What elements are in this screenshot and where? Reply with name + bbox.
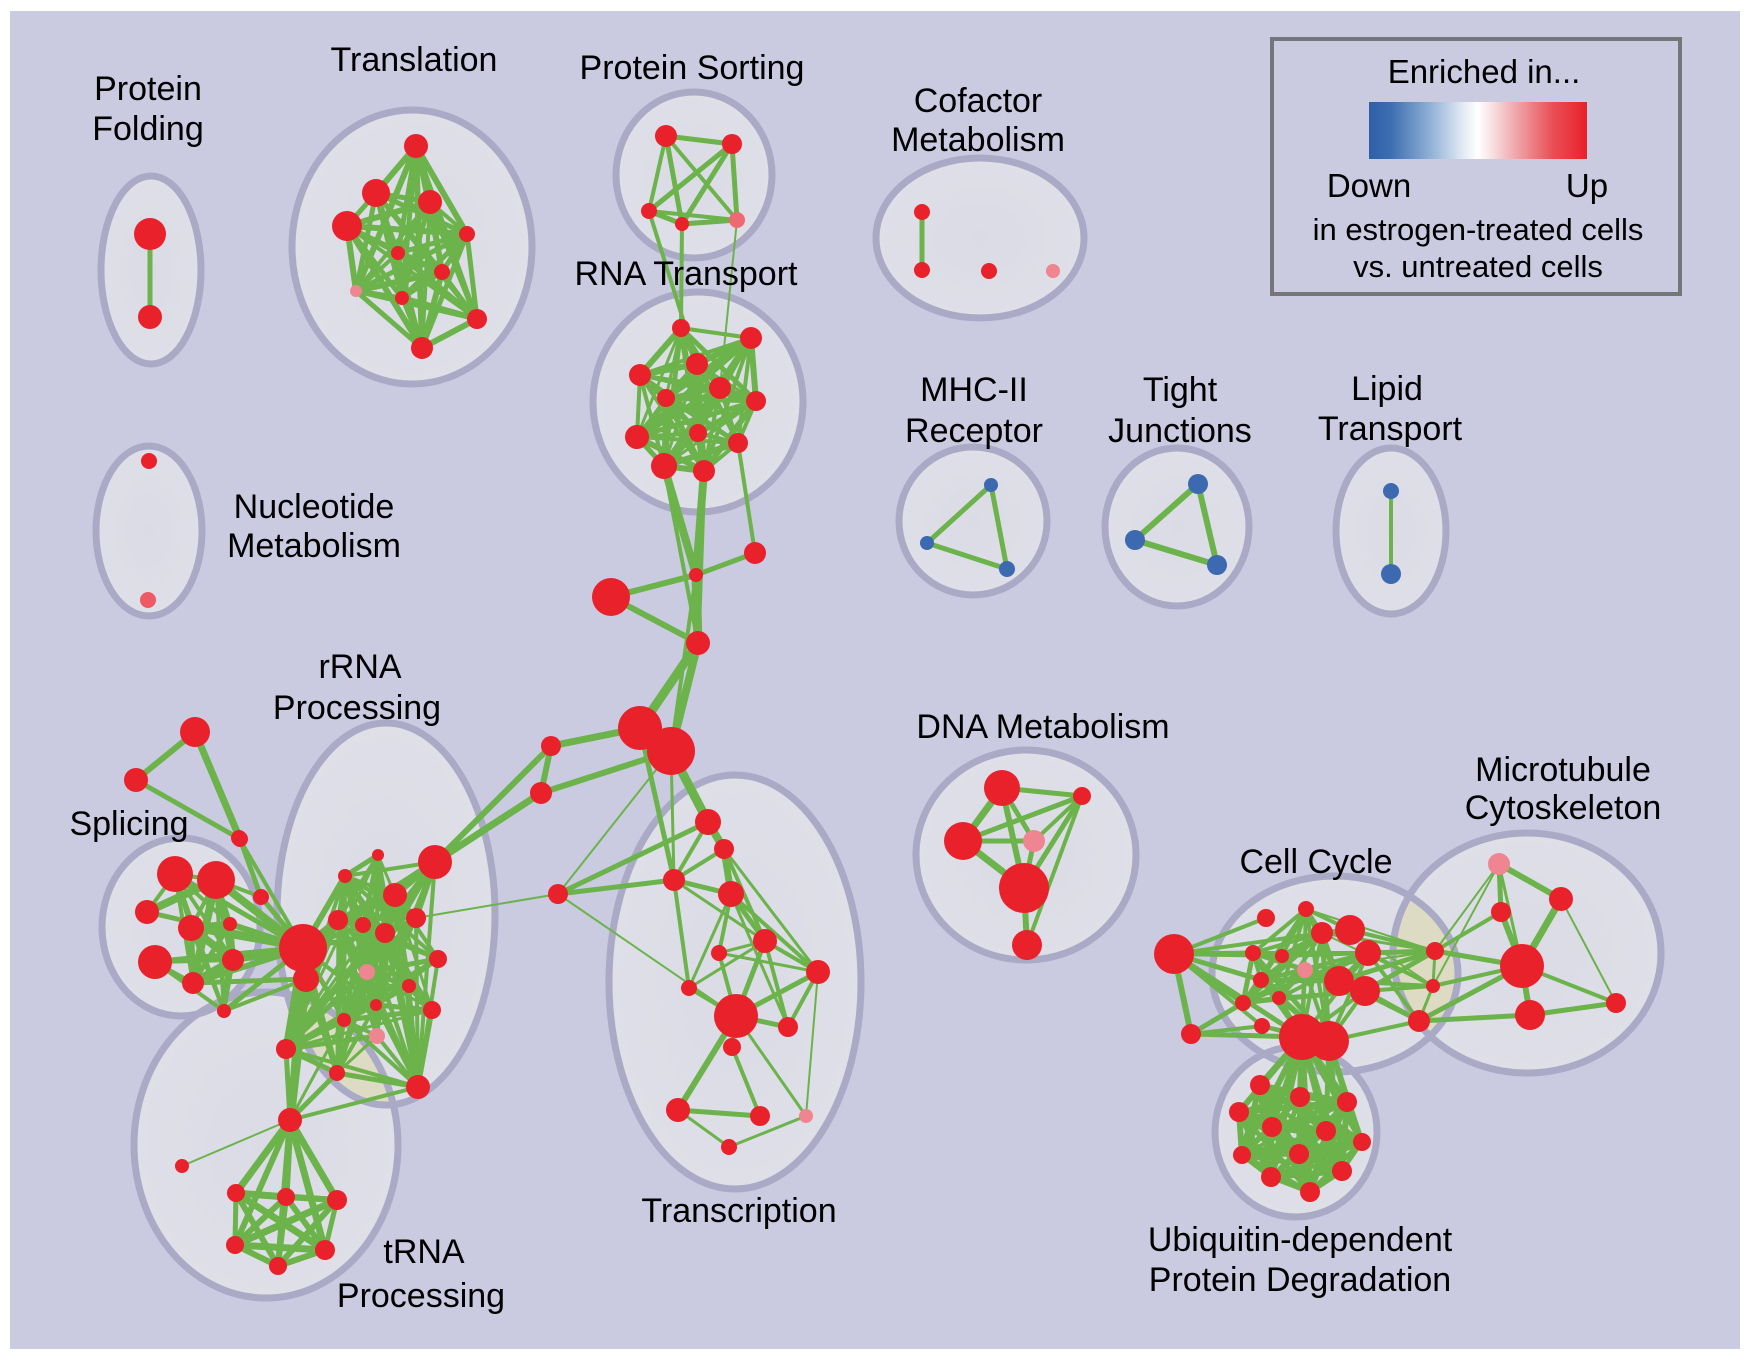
svg-text:tRNA: tRNA	[383, 1233, 465, 1271]
svg-text:Receptor: Receptor	[905, 412, 1043, 450]
svg-text:Junctions: Junctions	[1108, 412, 1252, 450]
svg-text:Splicing: Splicing	[69, 805, 188, 843]
svg-text:rRNA: rRNA	[318, 648, 401, 686]
svg-text:Transport: Transport	[1318, 410, 1463, 448]
svg-text:Protein Sorting: Protein Sorting	[580, 49, 805, 87]
svg-text:RNA Transport: RNA Transport	[575, 255, 799, 293]
svg-text:Translation: Translation	[331, 41, 498, 79]
svg-text:MHC-II: MHC-II	[920, 371, 1028, 409]
svg-text:Cell Cycle: Cell Cycle	[1239, 843, 1392, 881]
svg-text:Nucleotide: Nucleotide	[234, 488, 395, 526]
svg-text:Folding: Folding	[92, 110, 204, 148]
svg-text:Protein: Protein	[94, 70, 202, 108]
svg-text:Processing: Processing	[337, 1277, 505, 1315]
svg-text:Tight: Tight	[1143, 371, 1218, 409]
svg-text:Down: Down	[1327, 167, 1411, 204]
svg-text:Cytoskeleton: Cytoskeleton	[1465, 789, 1662, 827]
svg-text:Enriched in...: Enriched in...	[1388, 53, 1581, 90]
svg-text:Microtubule: Microtubule	[1475, 751, 1651, 789]
svg-text:in estrogen-treated cells: in estrogen-treated cells	[1313, 212, 1644, 247]
svg-text:Transcription: Transcription	[641, 1192, 836, 1230]
svg-text:Metabolism: Metabolism	[227, 527, 401, 565]
svg-text:Ubiquitin-dependent: Ubiquitin-dependent	[1148, 1221, 1453, 1259]
svg-text:DNA Metabolism: DNA Metabolism	[916, 708, 1169, 746]
svg-text:Cofactor: Cofactor	[914, 82, 1043, 120]
svg-text:Protein Degradation: Protein Degradation	[1149, 1261, 1451, 1299]
svg-text:Processing: Processing	[273, 689, 441, 727]
svg-text:Lipid: Lipid	[1351, 370, 1423, 408]
svg-text:Metabolism: Metabolism	[891, 121, 1065, 159]
svg-text:vs. untreated cells: vs. untreated cells	[1353, 249, 1603, 284]
svg-text:Up: Up	[1566, 167, 1608, 204]
